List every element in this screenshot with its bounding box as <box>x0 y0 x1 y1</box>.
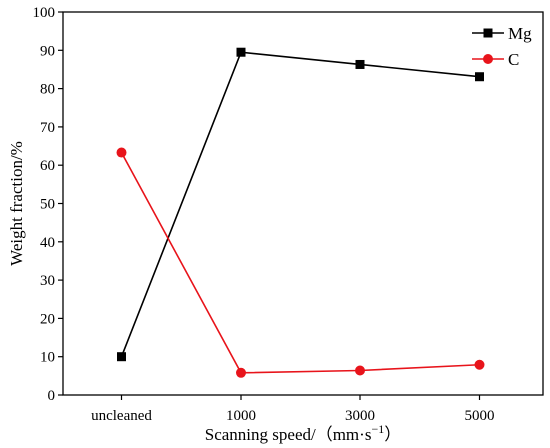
data-point <box>355 59 365 69</box>
data-point <box>474 359 485 370</box>
y-tick-label: 100 <box>33 5 56 21</box>
legend-label: C <box>508 50 519 69</box>
y-tick-label: 60 <box>40 158 55 174</box>
series-c <box>116 147 485 378</box>
y-axis-title: Weight fraction/% <box>7 141 26 266</box>
legend-marker <box>483 28 493 38</box>
legend-label: Mg <box>508 24 532 43</box>
data-point <box>236 367 246 378</box>
y-tick-label: 0 <box>48 388 56 404</box>
x-axis-title-superscript: −1 <box>371 422 384 436</box>
y-tick-label: 80 <box>40 82 55 98</box>
plot-frame <box>62 11 544 396</box>
y-tick-label: 70 <box>40 120 55 136</box>
y-tick-label: 10 <box>40 350 55 366</box>
x-axis-title-main: Scanning speed/（mm·s <box>205 425 372 444</box>
legend-marker <box>483 54 493 64</box>
x-axis-title: Scanning speed/（mm·s−1） <box>205 422 401 444</box>
x-axis: uncleaned 1000 3000 5000 <box>91 395 495 424</box>
x-tick-label: 5000 <box>465 408 495 424</box>
series-line-c <box>120 152 480 374</box>
x-axis-title-close: ） <box>384 425 401 444</box>
data-point <box>116 147 127 158</box>
legend-item-mg: Mg <box>472 24 532 43</box>
series-layer <box>116 47 485 378</box>
series-line-mg <box>120 51 480 357</box>
x-tick-label: uncleaned <box>91 408 152 424</box>
y-tick-label: 20 <box>40 311 55 327</box>
data-point <box>355 365 365 376</box>
y-tick-label: 30 <box>40 273 55 289</box>
y-tick-label: 90 <box>40 43 55 59</box>
legend-item-c: C <box>472 50 519 69</box>
data-point <box>236 47 246 57</box>
data-point <box>475 72 484 82</box>
x-tick-label: 3000 <box>345 408 375 424</box>
y-tick-label: 50 <box>40 197 55 213</box>
x-tick-label: 1000 <box>226 408 256 424</box>
data-point <box>117 352 126 362</box>
y-axis: 0 10 20 30 40 50 60 70 80 90 100 <box>33 5 63 404</box>
y-tick-label: 40 <box>40 235 55 251</box>
series-mg <box>117 47 484 362</box>
legend: Mg C <box>472 24 532 69</box>
